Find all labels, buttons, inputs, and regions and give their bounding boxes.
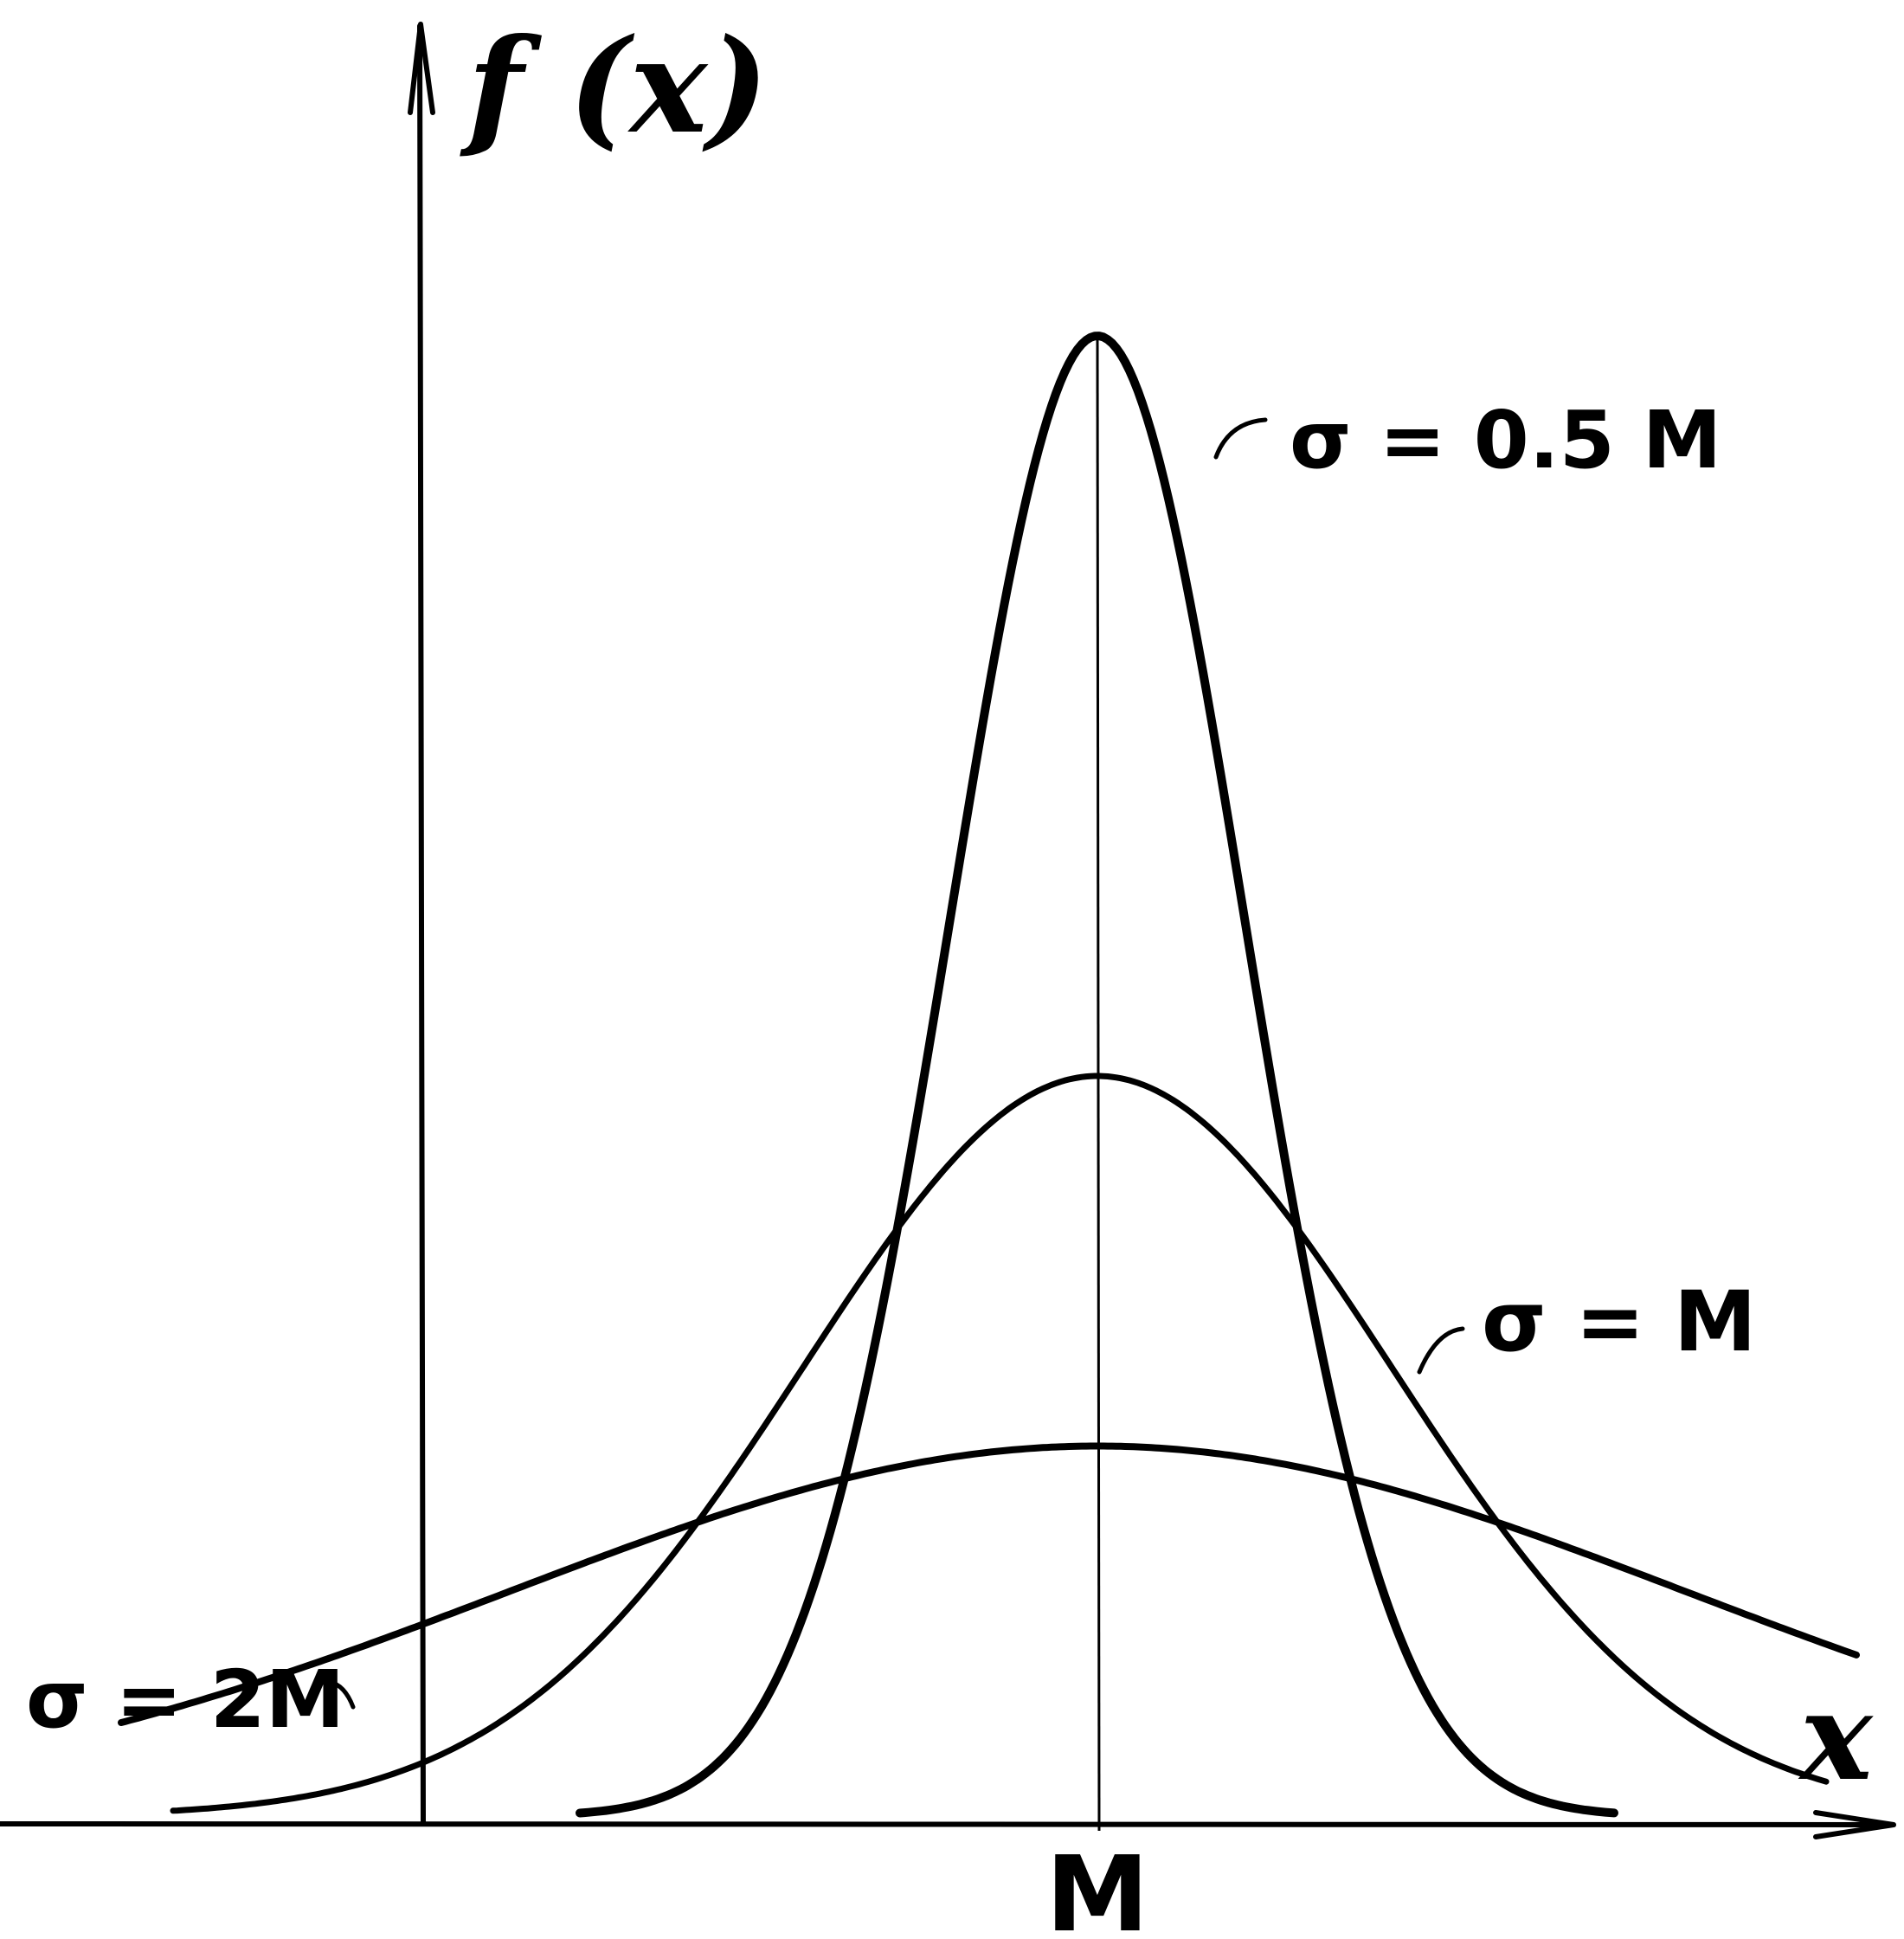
x-axis-arrowhead xyxy=(1813,1810,1896,1839)
x-axis-label: x xyxy=(1798,1666,1874,1808)
y-axis xyxy=(417,23,426,1825)
leader-sigma-half xyxy=(1213,417,1268,460)
x-axis xyxy=(0,1821,1894,1827)
curve-sigma-one xyxy=(170,1073,1830,1814)
curve-sigma-two xyxy=(118,1442,1860,1726)
y-axis-arrowhead xyxy=(408,22,435,115)
leader-sigma-one xyxy=(1417,1326,1465,1375)
curve-label-sigma-one: σ = M xyxy=(1482,1273,1757,1370)
curve-label-sigma-two: σ = 2M xyxy=(26,1653,344,1746)
curves-group xyxy=(118,332,1860,1818)
center-tick-label: M xyxy=(1045,1835,1148,1939)
curve-label-sigma-half: σ = 0.5 M xyxy=(1290,394,1721,486)
mean-line xyxy=(1096,332,1101,1832)
y-axis-label: f (x) xyxy=(460,10,769,163)
curve-sigma-half xyxy=(576,332,1618,1818)
leader-sigma-two xyxy=(316,1678,356,1710)
